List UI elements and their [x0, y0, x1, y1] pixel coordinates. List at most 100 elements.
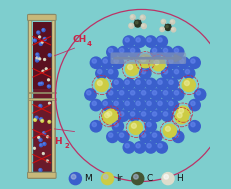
Circle shape — [45, 68, 47, 70]
Circle shape — [35, 59, 38, 62]
Text: Ir: Ir — [116, 174, 122, 183]
Circle shape — [34, 40, 35, 41]
Bar — [33, 22, 51, 171]
Circle shape — [160, 28, 162, 29]
Circle shape — [157, 38, 161, 42]
Circle shape — [114, 101, 118, 105]
FancyBboxPatch shape — [110, 53, 185, 64]
Circle shape — [108, 70, 112, 74]
Circle shape — [35, 117, 36, 118]
Text: H: H — [176, 174, 182, 183]
Circle shape — [173, 48, 178, 53]
Circle shape — [164, 24, 170, 30]
Circle shape — [138, 55, 151, 68]
Circle shape — [131, 123, 136, 128]
Circle shape — [152, 48, 156, 53]
Circle shape — [178, 108, 183, 113]
Circle shape — [114, 59, 118, 63]
Circle shape — [85, 89, 96, 100]
Circle shape — [95, 68, 107, 79]
Circle shape — [34, 119, 35, 120]
Circle shape — [177, 57, 188, 68]
Circle shape — [41, 83, 42, 84]
Circle shape — [106, 131, 118, 143]
Circle shape — [168, 80, 172, 84]
Circle shape — [92, 101, 96, 105]
Circle shape — [134, 142, 145, 153]
Circle shape — [42, 70, 44, 72]
Circle shape — [112, 57, 123, 68]
Circle shape — [146, 144, 151, 148]
Circle shape — [48, 54, 51, 57]
Text: C: C — [146, 174, 152, 183]
Circle shape — [134, 20, 140, 27]
Circle shape — [166, 78, 178, 90]
Circle shape — [125, 144, 129, 148]
Circle shape — [69, 173, 81, 185]
Circle shape — [128, 46, 139, 58]
Circle shape — [131, 15, 132, 17]
Circle shape — [161, 20, 163, 22]
Circle shape — [43, 37, 46, 40]
Circle shape — [117, 131, 128, 143]
Circle shape — [150, 89, 161, 100]
Circle shape — [134, 78, 145, 90]
Circle shape — [125, 63, 138, 76]
Circle shape — [104, 109, 117, 122]
Circle shape — [92, 122, 96, 127]
Circle shape — [92, 59, 96, 63]
Circle shape — [139, 68, 150, 79]
Circle shape — [48, 79, 49, 80]
Circle shape — [43, 143, 44, 144]
Text: CH: CH — [72, 35, 86, 44]
Circle shape — [161, 68, 172, 79]
Circle shape — [140, 57, 145, 62]
Circle shape — [194, 89, 205, 100]
Circle shape — [117, 110, 128, 121]
Circle shape — [33, 147, 35, 149]
Circle shape — [135, 101, 140, 105]
Circle shape — [134, 99, 145, 111]
Circle shape — [123, 99, 134, 111]
Circle shape — [71, 174, 76, 179]
Circle shape — [173, 91, 178, 95]
Circle shape — [112, 99, 123, 111]
Circle shape — [157, 144, 161, 148]
Circle shape — [144, 36, 156, 47]
Circle shape — [125, 38, 129, 42]
Circle shape — [140, 16, 142, 18]
Circle shape — [106, 68, 118, 79]
Circle shape — [112, 121, 123, 132]
Circle shape — [46, 136, 48, 138]
Circle shape — [36, 56, 39, 59]
Circle shape — [90, 57, 101, 68]
Circle shape — [33, 39, 36, 42]
Circle shape — [39, 36, 40, 38]
Circle shape — [130, 48, 134, 53]
Circle shape — [48, 102, 50, 104]
Bar — [28, 92, 55, 93]
Circle shape — [127, 65, 132, 70]
Circle shape — [165, 126, 170, 131]
Circle shape — [188, 99, 199, 111]
Circle shape — [163, 70, 167, 74]
Circle shape — [163, 112, 167, 116]
Circle shape — [185, 70, 189, 74]
Circle shape — [39, 58, 40, 59]
Circle shape — [36, 59, 37, 60]
Circle shape — [39, 83, 40, 84]
Circle shape — [42, 70, 43, 71]
Circle shape — [117, 89, 128, 100]
Circle shape — [102, 111, 115, 124]
Circle shape — [146, 80, 151, 84]
Circle shape — [161, 19, 165, 24]
Circle shape — [42, 132, 45, 135]
Circle shape — [128, 89, 139, 100]
Circle shape — [36, 53, 37, 55]
Circle shape — [141, 112, 145, 116]
Circle shape — [142, 24, 143, 26]
Circle shape — [37, 57, 38, 58]
Circle shape — [176, 113, 181, 118]
Circle shape — [172, 131, 183, 143]
Text: 4: 4 — [86, 41, 91, 47]
